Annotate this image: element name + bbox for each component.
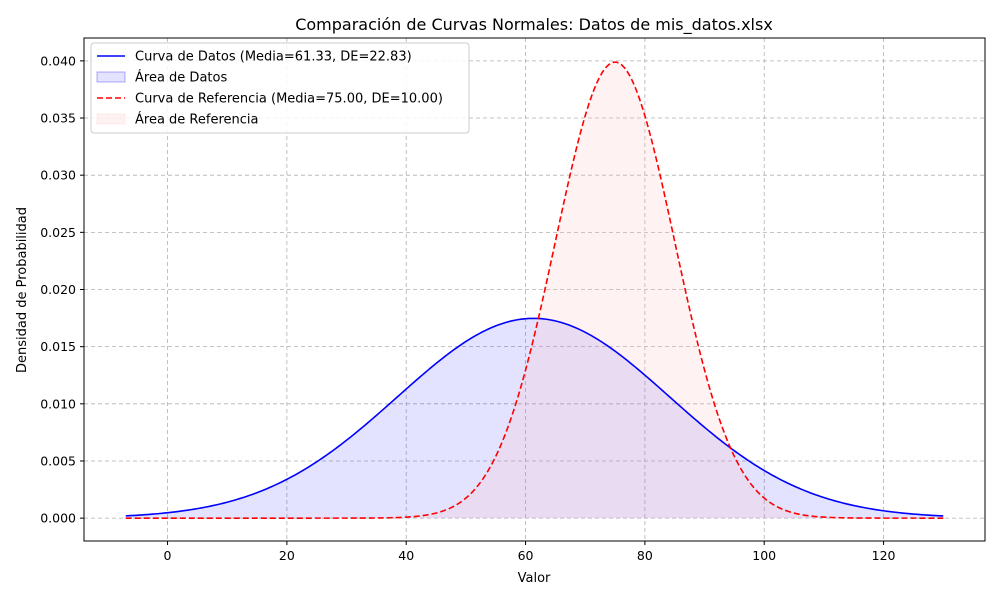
area-fill-1 (125, 318, 944, 519)
x-tick-label: 60 (518, 548, 534, 563)
x-axis-label: Valor (518, 571, 551, 586)
y-tick-label: 0.005 (40, 453, 76, 468)
x-tick-label: 0 (164, 548, 172, 563)
legend-label: Curva de Datos (Media=61.33, DE=22.83) (135, 50, 412, 65)
y-tick-label: 0.015 (40, 339, 76, 354)
y-tick-label: 0.000 (40, 511, 76, 526)
y-tick-label: 0.025 (40, 225, 76, 240)
area-fills (125, 62, 944, 519)
x-tick-label: 40 (398, 548, 414, 563)
chart-title: Comparación de Curvas Normales: Datos de… (295, 15, 773, 35)
legend: Curva de Datos (Media=61.33, DE=22.83) Ár… (90, 42, 470, 134)
y-axis-label: Densidad de Probabilidad (15, 207, 30, 373)
legend-label: Curva de Referencia (Media=75.00, DE=10.… (135, 92, 443, 107)
grid-lines (84, 38, 985, 541)
y-tick-label: 0.030 (40, 168, 76, 183)
series-line-2 (125, 61, 944, 519)
legend-label: Área de Referencia (135, 112, 258, 128)
y-tick-label: 0.035 (40, 111, 76, 126)
area-fill-2 (125, 62, 944, 519)
legend-label: Área de Datos (135, 70, 227, 86)
y-tick-label: 0.010 (40, 396, 76, 411)
series-lines (125, 61, 944, 519)
x-tick-label: 100 (752, 548, 776, 563)
x-tick-label: 120 (872, 548, 896, 563)
y-tick-label: 0.020 (40, 282, 76, 297)
legend-box (90, 42, 470, 134)
legend-area-swatch (96, 71, 126, 83)
x-tick-label: 80 (637, 548, 653, 563)
y-axis-ticks: 0.000 0.005 0.010 0.015 0.020 0.025 0.030 0.035… (40, 53, 84, 526)
x-tick-label: 20 (279, 548, 295, 563)
y-tick-label: 0.040 (40, 53, 76, 68)
series-line-1 (125, 317, 944, 517)
x-axis-ticks: 0 20 40 60 80 100 120 (164, 541, 896, 563)
legend-area-swatch (96, 113, 126, 125)
